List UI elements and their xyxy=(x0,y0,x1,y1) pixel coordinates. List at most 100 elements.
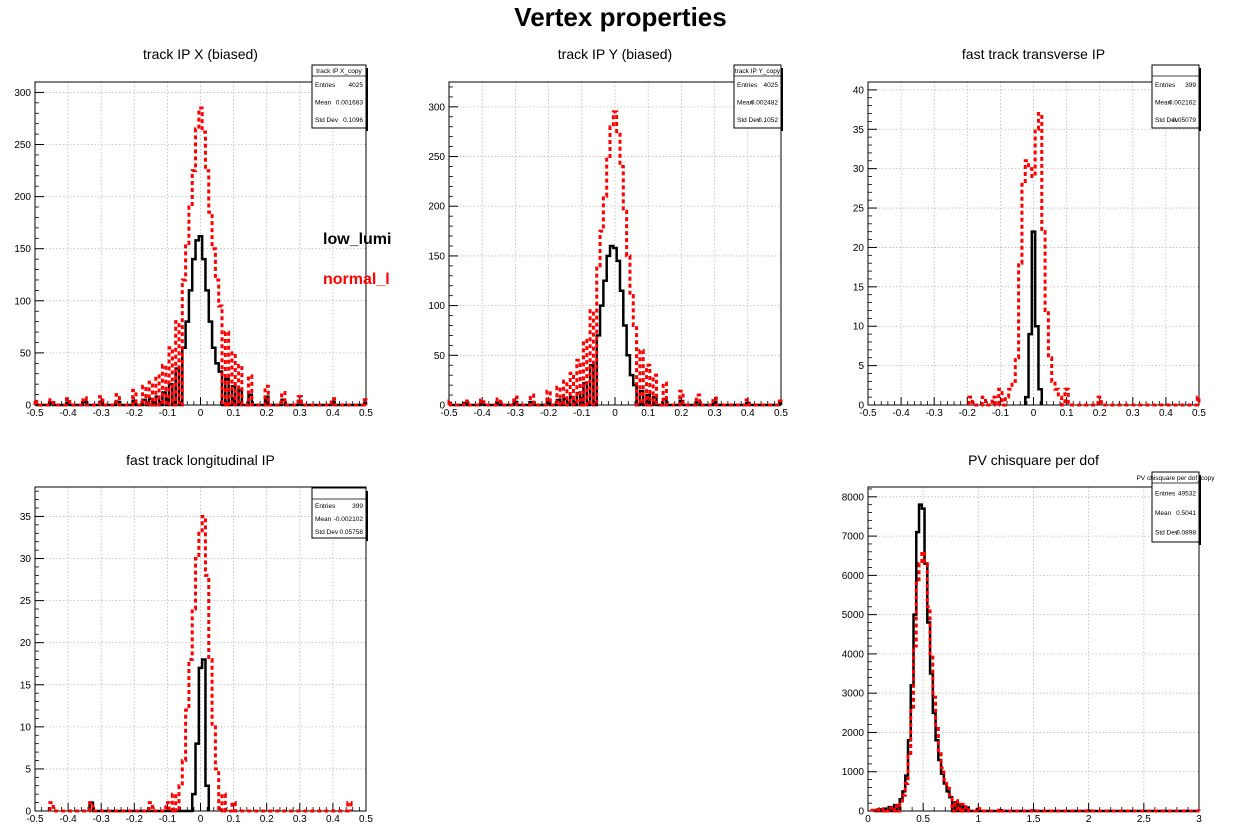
y-tick-label: 200 xyxy=(428,202,445,213)
y-tick-label: 150 xyxy=(14,244,31,255)
plot-title: PV chisquare per dof xyxy=(968,452,1099,468)
y-tick-label: 1000 xyxy=(842,767,865,778)
y-tick-label: 30 xyxy=(853,164,865,175)
stats-shadow xyxy=(781,68,783,131)
legend-low-lumi: low_lumi xyxy=(323,231,391,248)
series-red xyxy=(447,110,783,407)
y-tick-label: 0 xyxy=(25,807,31,818)
stats-value: 4025 xyxy=(764,82,779,89)
stats-value: 0.1052 xyxy=(758,117,778,124)
x-tick-label: 0.4 xyxy=(1159,408,1173,419)
plot-title: track IP X (biased) xyxy=(143,46,258,62)
y-tick-label: 250 xyxy=(428,152,445,163)
x-tick-label: 0.1 xyxy=(227,814,241,825)
y-tick-label: 150 xyxy=(428,251,445,262)
y-tick-label: 200 xyxy=(14,192,31,203)
stats-value: 4025 xyxy=(349,82,364,89)
x-tick-label: 0 xyxy=(198,408,204,419)
x-tick-label: 0.5 xyxy=(359,408,373,419)
stats-value: 0.0898 xyxy=(1176,530,1196,537)
y-tick-label: 300 xyxy=(428,102,445,113)
stats-frame xyxy=(1151,64,1200,129)
x-tick-label: -0.1 xyxy=(573,408,591,419)
stats-box: track IP X_copy Entries 4025 Mean 0.001683 St… xyxy=(311,64,368,131)
legend: low_lumi normal_l xyxy=(323,231,391,288)
stats-box: Entries 399 Mean -0.002102 Std Dev 0.05758 xyxy=(311,487,368,541)
series-red xyxy=(48,514,353,813)
series-red xyxy=(870,550,1201,813)
stats-frame xyxy=(311,64,367,129)
y-tick-label: 25 xyxy=(20,596,32,607)
plot-2: track IP Y (biased) -0.5 -0.4 -0.3 -0.2 -0.1 0… xyxy=(428,46,788,419)
x-tick-label: 2 xyxy=(1086,814,1092,825)
plot-title: track IP Y (biased) xyxy=(558,46,672,62)
y-tick-label: 20 xyxy=(853,243,865,254)
x-tick-label: -0.2 xyxy=(959,408,977,419)
stats-value: -0.002102 xyxy=(334,516,364,523)
stats-label: Mean xyxy=(737,100,754,107)
x-tick-label: 0.2 xyxy=(260,814,274,825)
y-tick-label: 3000 xyxy=(842,689,865,700)
x-tick-label: 0.2 xyxy=(1093,408,1107,419)
y-tick-label: 50 xyxy=(434,351,446,362)
stats-value: 0.001683 xyxy=(336,100,363,107)
stats-value: 0.1096 xyxy=(343,117,363,124)
stats-shadow xyxy=(1199,68,1201,131)
x-tick-label: 0.1 xyxy=(227,408,241,419)
stats-shadow xyxy=(366,68,368,131)
y-tick-label: 50 xyxy=(20,348,32,359)
x-tick-label: 0.5 xyxy=(916,814,930,825)
stats-name: track IP X_copy xyxy=(316,68,362,75)
x-tick-label: -0.4 xyxy=(892,408,910,419)
y-tick-label: 30 xyxy=(20,554,32,565)
x-tick-label: 0 xyxy=(865,814,871,825)
x-tick-label: 0.4 xyxy=(741,408,755,419)
x-tick-label: 0.3 xyxy=(708,408,722,419)
x-tick-label: -0.1 xyxy=(159,814,177,825)
x-tick-label: -0.2 xyxy=(126,408,144,419)
x-tick-label: 3 xyxy=(1196,814,1202,825)
y-tick-label: 5 xyxy=(858,361,864,372)
stats-shadow xyxy=(366,491,368,541)
x-tick-label: 0.5 xyxy=(774,408,788,419)
stats-value: 0.5041 xyxy=(1176,510,1196,517)
stats-label: Std Dev xyxy=(737,117,761,124)
x-tick-label: 0.5 xyxy=(359,814,373,825)
x-tick-label: 0.3 xyxy=(293,814,307,825)
y-tick-label: 15 xyxy=(853,282,865,293)
y-tick-label: 8000 xyxy=(842,492,865,503)
stats-label: Std Dev xyxy=(1155,530,1179,537)
x-tick-label: 0.4 xyxy=(326,408,340,419)
y-tick-label: 300 xyxy=(14,88,31,99)
stats-frame xyxy=(733,64,782,129)
stats-frame xyxy=(311,487,367,539)
series-black xyxy=(88,658,211,813)
stats-box: PV chisquare per dof_copy Entries 49532 Mea… xyxy=(1136,471,1215,545)
x-tick-label: -0.3 xyxy=(93,408,111,419)
plot-1: track IP X (biased) -0.5 -0.4 -0.3 -0.2 -0.1 0… xyxy=(14,46,373,419)
stats-value: 0.002482 xyxy=(751,100,778,107)
x-tick-label: 0.2 xyxy=(674,408,688,419)
plot-title: fast track transverse IP xyxy=(962,46,1105,62)
stats-value: 0.05079 xyxy=(1173,117,1197,124)
stats-label: Entries xyxy=(737,82,758,89)
y-tick-label: 0 xyxy=(439,401,445,412)
x-tick-label: -0.4 xyxy=(59,814,77,825)
legend-normal: normal_l xyxy=(323,271,390,288)
stats-label: Std Dev xyxy=(315,529,339,536)
y-tick-label: 250 xyxy=(14,140,31,151)
series-black xyxy=(870,503,1201,813)
plot-title: fast track longitudinal IP xyxy=(126,452,275,468)
y-tick-label: 40 xyxy=(853,85,865,96)
x-tick-label: 0 xyxy=(1031,408,1037,419)
x-tick-label: 0.4 xyxy=(326,814,340,825)
stats-label: Entries xyxy=(315,82,336,89)
y-tick-label: 10 xyxy=(853,322,865,333)
stats-name: PV chisquare per dof_copy xyxy=(1136,475,1215,482)
y-tick-label: 5000 xyxy=(842,610,865,621)
y-tick-label: 15 xyxy=(20,680,32,691)
x-tick-label: -0.5 xyxy=(26,814,44,825)
y-tick-label: 35 xyxy=(853,125,865,136)
